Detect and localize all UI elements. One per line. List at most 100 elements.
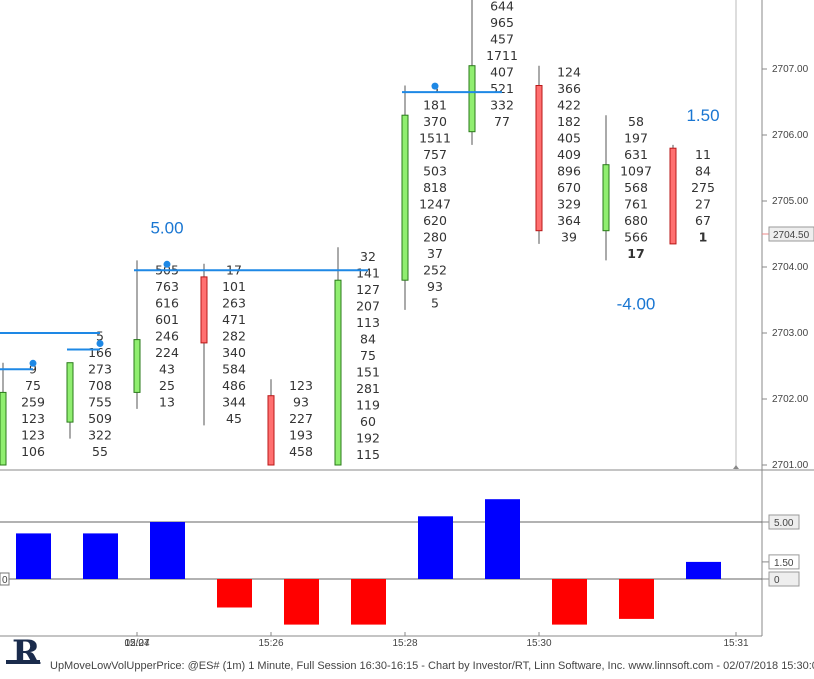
volume-at-price-label: 151	[356, 365, 380, 380]
volume-at-price-label: 32	[360, 249, 376, 264]
volume-at-price-label: 192	[356, 431, 380, 446]
volume-at-price-label: 486	[222, 378, 246, 393]
volume-at-price-label: 620	[423, 213, 447, 228]
indicator-tick-box	[768, 554, 800, 570]
volume-at-price-label: 763	[155, 279, 179, 294]
volume-at-price-label: 273	[88, 361, 112, 376]
volume-at-price-label: 106	[21, 444, 45, 459]
candle	[0, 362, 7, 466]
volume-at-price-label: 584	[222, 361, 246, 376]
volume-at-price-label: 115	[356, 447, 380, 462]
current-price-box	[768, 226, 814, 242]
candle-body	[133, 339, 141, 393]
indicator-panel: 0	[0, 499, 762, 625]
volume-at-price-label: 757	[423, 147, 447, 162]
volume-at-price-label: 364	[557, 213, 581, 228]
volume-at-price-label: 458	[289, 444, 313, 459]
candle-body	[535, 85, 543, 232]
volume-at-price-label: 566	[624, 229, 648, 244]
volume-at-price-label: 965	[490, 15, 514, 30]
volume-at-price-label: 1511	[419, 130, 451, 145]
volume-at-price-label: 101	[222, 279, 246, 294]
candle	[401, 85, 409, 310]
resistance-lines	[0, 82, 502, 371]
volume-at-price-label: 896	[557, 163, 581, 178]
candle	[602, 115, 610, 261]
volume-at-price-label: 124	[557, 64, 581, 79]
volume-at-price-label: 182	[557, 114, 581, 129]
volume-at-price-label: 127	[356, 282, 380, 297]
volume-at-price-label: 1247	[419, 196, 451, 211]
candle-body	[669, 147, 677, 245]
price-tick-label: 2705.00	[772, 196, 809, 207]
volume-at-price-label: 9	[29, 361, 37, 376]
indicator-tick-box	[768, 514, 800, 530]
price-tick-label: 2702.00	[772, 394, 809, 405]
volume-at-price-label: 43	[159, 361, 175, 376]
price-tick-label: 2703.00	[772, 328, 809, 339]
price-tick-label: 2701.00	[772, 460, 809, 471]
indicator-bar	[83, 533, 118, 579]
annotations: 5.00 1.50 -4.00	[150, 106, 719, 313]
volume-at-price-label: 370	[423, 114, 447, 129]
volume-at-price-label: 13	[159, 394, 175, 409]
volume-at-price-label: 141	[356, 266, 380, 281]
volume-at-price-label: 322	[88, 427, 112, 442]
volume-at-price-label: 1	[699, 229, 708, 244]
volume-at-price-label: 93	[293, 394, 309, 409]
volume-at-price-labels: 9752591231231065166273708755509322555057…	[21, 0, 715, 462]
volume-at-price-label: 27	[695, 196, 711, 211]
volume-at-price-label: 708	[88, 378, 112, 393]
footer-caption: UpMoveLowVolUpperPrice: @ES# (1m) 1 Minu…	[50, 660, 814, 672]
volume-at-price-label: 259	[21, 394, 45, 409]
volume-at-price-label: 1097	[620, 163, 652, 178]
price-tick-label: 2707.00	[772, 64, 809, 75]
volume-at-price-label: 207	[356, 299, 380, 314]
volume-at-price-label: 281	[356, 381, 380, 396]
volume-at-price-label: 17	[627, 246, 644, 261]
indicator-tick-label: 1.50	[774, 558, 794, 569]
indicator-tick-label: 5.00	[774, 518, 794, 529]
volume-at-price-label: 568	[624, 180, 648, 195]
candle-body	[66, 362, 74, 423]
volume-at-price-label: 329	[557, 196, 581, 211]
volume-at-price-label: 601	[155, 312, 179, 327]
volume-at-price-label: 181	[423, 97, 447, 112]
volume-at-price-label: 123	[21, 411, 45, 426]
candle-body	[334, 279, 342, 466]
volume-at-price-label: 123	[289, 378, 313, 393]
resistance-marker	[29, 359, 37, 367]
time-tick-label: 15:28	[392, 638, 417, 649]
volume-at-price-label: 509	[88, 411, 112, 426]
linn-logo: R	[4, 633, 44, 674]
volume-at-price-label: 340	[222, 345, 246, 360]
volume-at-price-label: 631	[624, 147, 648, 162]
volume-at-price-label: 5	[431, 295, 439, 310]
volume-at-price-label: 67	[695, 213, 711, 228]
volume-at-price-label: 39	[561, 229, 577, 244]
candle-body	[602, 164, 610, 232]
candle-body	[401, 114, 409, 281]
current-price-label: 2704.50	[773, 230, 810, 241]
volume-at-price-label: 644	[490, 0, 514, 13]
annotation-label: 5.00	[150, 218, 183, 237]
price-panel	[0, 0, 677, 466]
indicator-bar	[217, 579, 252, 608]
volume-at-price-label: 818	[423, 180, 447, 195]
volume-at-price-label: 93	[427, 279, 443, 294]
indicator-bar	[619, 579, 654, 619]
indicator-tick-label: 0	[774, 575, 780, 586]
volume-at-price-label: 166	[88, 345, 112, 360]
volume-at-price-label: 77	[494, 114, 510, 129]
indicator-bar	[351, 579, 386, 625]
resistance-marker	[163, 260, 171, 268]
volume-at-price-label: 227	[289, 411, 313, 426]
volume-at-price-label: 84	[695, 163, 711, 178]
indicator-left-zero-box	[0, 572, 10, 586]
volume-at-price-label: 58	[628, 114, 644, 129]
candle	[468, 0, 476, 145]
indicator-bar	[418, 516, 453, 579]
indicator-bar	[552, 579, 587, 625]
volume-at-price-label: 422	[557, 97, 581, 112]
